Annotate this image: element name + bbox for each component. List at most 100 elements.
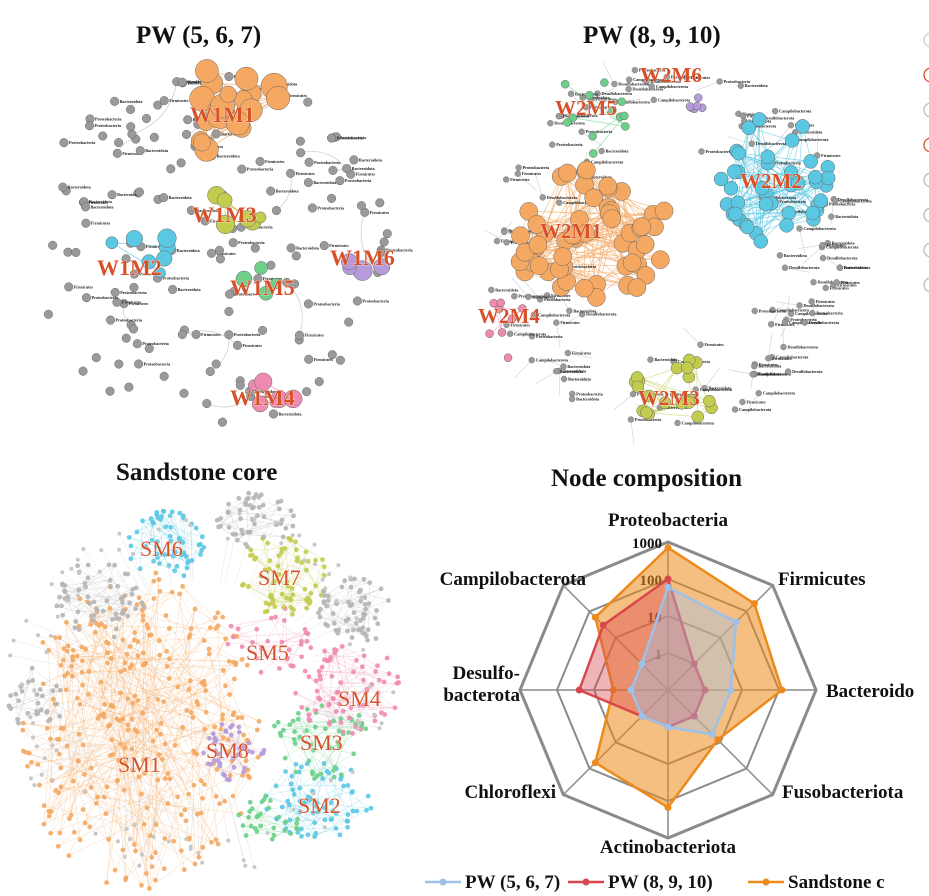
- module-node: [150, 738, 156, 744]
- module-node: [132, 630, 138, 635]
- module-node: [361, 576, 367, 582]
- module-node: [310, 810, 316, 816]
- module-node: [87, 601, 93, 606]
- node-label: Firmicutes: [263, 276, 283, 281]
- module-node: [258, 811, 263, 817]
- module-node: [243, 758, 249, 763]
- module-node: [104, 598, 110, 604]
- network-node: [379, 237, 389, 247]
- network-node: [737, 82, 744, 89]
- network-node: [578, 311, 586, 318]
- module-node: [88, 765, 94, 771]
- module-node: [302, 586, 308, 592]
- network-node: [206, 248, 216, 258]
- module-node: [166, 626, 172, 631]
- node-label: Proteobacteria: [576, 391, 603, 396]
- module-node: [279, 546, 285, 552]
- node-label: Firmicutes: [329, 243, 349, 248]
- module-node: [208, 761, 214, 767]
- module-node: [302, 627, 308, 632]
- network-node: [135, 146, 145, 156]
- module-node: [129, 716, 135, 722]
- module-node: [155, 777, 161, 783]
- module-node: [503, 353, 513, 362]
- module-node: [213, 837, 219, 843]
- module-node: [299, 764, 304, 770]
- module-node: [266, 566, 272, 572]
- module-node: [373, 669, 378, 674]
- module-node: [305, 832, 311, 838]
- module-label: W1M2: [97, 255, 162, 280]
- module-node: [240, 823, 246, 829]
- module-node: [386, 598, 391, 603]
- node-label: Bacteroidota: [589, 175, 613, 180]
- network-node: [132, 339, 142, 349]
- module-node: [294, 826, 300, 832]
- network-node: [28, 715, 33, 720]
- module-node: [40, 681, 46, 687]
- module-node: [122, 571, 128, 577]
- module-node: [692, 101, 702, 111]
- network-node: [536, 296, 544, 303]
- module-node: [232, 676, 237, 682]
- legend-label: Sandstone c: [788, 872, 885, 893]
- module-node: [278, 498, 284, 504]
- radar-point: [714, 736, 722, 744]
- module-node: [312, 724, 318, 730]
- network-node: [354, 616, 359, 621]
- module-node: [63, 687, 69, 693]
- node-label: Campilobacterota: [658, 97, 691, 102]
- module-node: [70, 654, 76, 659]
- module-node: [151, 520, 156, 526]
- module-label: SM3: [300, 730, 343, 755]
- module-node: [262, 567, 268, 573]
- node-label: Firmicutes: [827, 243, 847, 248]
- module-node: [105, 660, 110, 666]
- module-node: [220, 716, 225, 722]
- module-node: [91, 613, 97, 618]
- node-label: Firmicutes: [821, 153, 841, 158]
- module-node: [246, 814, 251, 820]
- module-node: [292, 729, 298, 735]
- module-node: [239, 715, 245, 720]
- module-node: [215, 610, 221, 616]
- module-node: [622, 253, 642, 273]
- module-node: [279, 804, 285, 810]
- radar-point: [609, 686, 617, 694]
- module-node: [112, 867, 118, 873]
- radar-point: [727, 686, 735, 694]
- module-node: [223, 728, 229, 734]
- module-node: [244, 496, 250, 502]
- module-node: [254, 211, 267, 224]
- module-node: [246, 490, 252, 496]
- network-node: [291, 251, 301, 261]
- module-node: [753, 234, 768, 249]
- node-label: Desulfobacterota: [618, 82, 649, 87]
- node-label: Proteobacteria: [95, 116, 122, 121]
- module-node: [55, 843, 61, 849]
- legend-item: PW (5, 6, 7): [425, 872, 560, 893]
- network-node: [594, 90, 601, 97]
- node-label: Proteobacteria: [706, 149, 733, 154]
- network-node: [787, 122, 795, 129]
- module-node: [149, 854, 155, 860]
- network-node: [184, 837, 189, 842]
- module-node: [77, 701, 83, 707]
- module-node: [105, 640, 111, 646]
- network-node: [271, 206, 281, 216]
- network-node: [302, 558, 307, 563]
- module-node: [248, 823, 254, 829]
- module-node: [118, 690, 123, 696]
- module-node: [245, 544, 250, 550]
- module-label: W2M4: [478, 304, 540, 328]
- module-node: [363, 606, 369, 612]
- node-label: Bacteroidota: [758, 372, 782, 377]
- module-node: [167, 533, 173, 539]
- module-node: [153, 570, 159, 576]
- module-node: [212, 615, 218, 621]
- module-node: [95, 716, 101, 721]
- module-node: [293, 761, 299, 767]
- module-node: [213, 737, 219, 743]
- node-label: Campilobacterota: [633, 77, 666, 82]
- module-node: [640, 406, 653, 419]
